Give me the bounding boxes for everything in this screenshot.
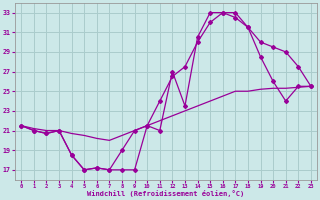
- X-axis label: Windchill (Refroidissement éolien,°C): Windchill (Refroidissement éolien,°C): [87, 190, 245, 197]
